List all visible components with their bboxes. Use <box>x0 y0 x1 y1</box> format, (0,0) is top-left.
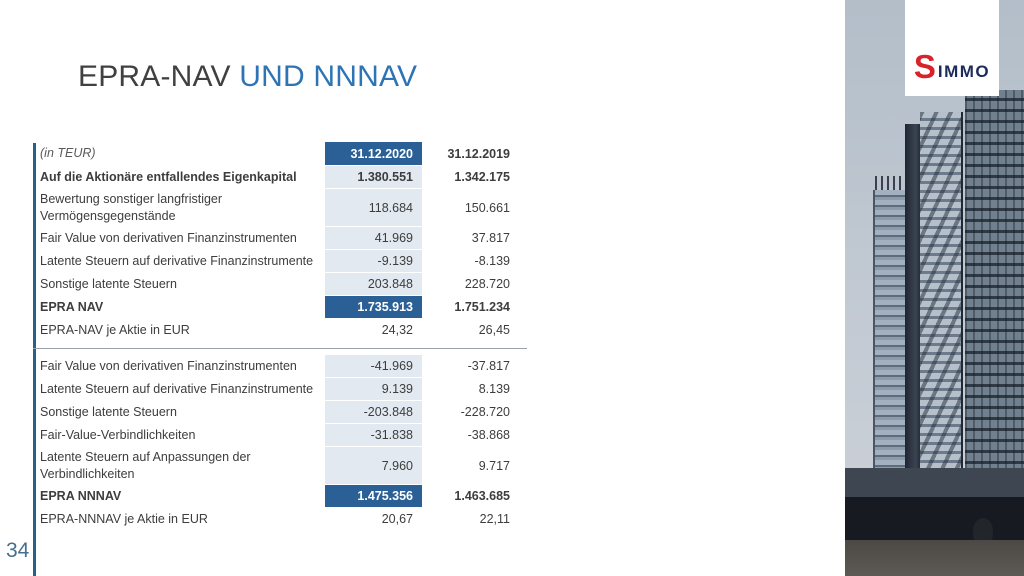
row-label: Latente Steuern auf Anpassungen der Verb… <box>40 450 251 481</box>
unit-label: (in TEUR) <box>40 146 96 161</box>
value-2020: 203.848 <box>325 273 422 295</box>
table-row: EPRA-NNNAV je Aktie in EUR 20,67 22,11 <box>40 508 527 531</box>
value-2020: 7.960 <box>325 447 422 484</box>
table-row: Fair Value von derivativen Finanzinstrum… <box>40 227 527 250</box>
value-2020: 1.735.913 <box>325 296 422 318</box>
table-row: Latente Steuern auf derivative Finanzins… <box>40 378 527 401</box>
value-2020: 41.969 <box>325 227 422 249</box>
section-divider <box>33 348 527 349</box>
table-header-row: (in TEUR) 31.12.2020 31.12.2019 <box>40 142 527 166</box>
table-body: Auf die Aktionäre entfallendes Eigenkapi… <box>33 166 527 531</box>
value-2019: 8.139 <box>478 382 510 396</box>
building-tower-right <box>965 90 1024 540</box>
table-row: Latente Steuern auf derivative Finanzins… <box>40 250 527 273</box>
left-accent-line <box>33 143 36 576</box>
value-2019: 1.342.175 <box>454 170 510 184</box>
row-label: EPRA NAV <box>40 299 104 314</box>
value-2020: 20,67 <box>381 512 413 526</box>
row-label: Bewertung sonstiger langfristiger Vermög… <box>40 192 223 223</box>
value-2020: 24,32 <box>381 323 413 337</box>
value-2019: -8.139 <box>474 254 510 268</box>
tree-silhouette <box>973 518 993 544</box>
value-2019: 228.720 <box>464 277 510 291</box>
value-2019: 37.817 <box>471 231 510 245</box>
row-label: Sonstige latente Steuern <box>40 404 177 419</box>
value-2019: 1.751.234 <box>454 300 510 314</box>
row-label: Fair Value von derivativen Finanzinstrum… <box>40 230 297 245</box>
title-part-gray: EPRA-NAV <box>78 60 240 93</box>
table-row: EPRA NAV 1.735.913 1.751.234 <box>40 296 527 319</box>
value-2019: 22,11 <box>479 512 510 526</box>
column-header-2019: 31.12.2019 <box>447 146 510 161</box>
row-label: Sonstige latente Steuern <box>40 276 177 291</box>
value-2019: -228.720 <box>460 405 510 419</box>
value-2020: -9.139 <box>325 250 422 272</box>
simmo-logo-text: IMMO <box>937 62 991 81</box>
table-row: Fair-Value-Verbindlichkeiten -31.838 -38.8… <box>40 424 527 447</box>
table-row: EPRA-NAV je Aktie in EUR 24,32 26,45 <box>40 319 527 342</box>
column-header-2020: 31.12.2020 <box>325 142 422 165</box>
table-row: Latente Steuern auf Anpassungen der Verb… <box>40 447 527 485</box>
value-2019: 1.463.685 <box>454 489 510 503</box>
table-row: EPRA NNNAV 1.475.356 1.463.685 <box>40 485 527 508</box>
row-label: EPRA-NAV je Aktie in EUR <box>40 322 190 337</box>
row-label: Auf die Aktionäre entfallendes Eigenkapi… <box>40 169 297 184</box>
row-label: Latente Steuern auf derivative Finanzins… <box>40 253 314 268</box>
table-row: Auf die Aktionäre entfallendes Eigenkapi… <box>40 166 527 189</box>
table-row: Sonstige latente Steuern 203.848 228.720 <box>40 273 527 296</box>
value-2019: 9.717 <box>478 458 510 473</box>
simmo-logo: S IMMO <box>905 0 999 96</box>
value-2019: 150.661 <box>464 200 510 215</box>
epra-nav-table: (in TEUR) 31.12.2020 31.12.2019 Auf die … <box>33 142 527 531</box>
title-part-blue: UND NNNAV <box>239 60 418 93</box>
row-label: Fair-Value-Verbindlichkeiten <box>40 427 196 442</box>
row-label: Latente Steuern auf derivative Finanzins… <box>40 381 314 396</box>
value-2020: -41.969 <box>325 355 422 377</box>
value-2020: 9.139 <box>325 378 422 400</box>
building-base <box>845 468 1024 540</box>
building-photo <box>845 0 1024 576</box>
building-core <box>905 124 920 540</box>
value-2020: 118.684 <box>325 189 422 226</box>
row-label: Fair Value von derivativen Finanzinstrum… <box>40 358 297 373</box>
page-number: 34 <box>6 539 30 562</box>
row-label: EPRA NNNAV <box>40 488 122 503</box>
value-2019: -38.868 <box>467 428 510 442</box>
table-row: Sonstige latente Steuern -203.848 -228.720 <box>40 401 527 424</box>
table-row: Fair Value von derivativen Finanzinstrum… <box>40 355 527 378</box>
value-2020: -203.848 <box>325 401 422 423</box>
row-label: EPRA-NNNAV je Aktie in EUR <box>40 511 208 526</box>
value-2020: 1.380.551 <box>325 166 422 188</box>
value-2019: -37.817 <box>467 359 510 373</box>
value-2020: 1.475.356 <box>325 485 422 507</box>
value-2019: 26,45 <box>478 323 510 337</box>
simmo-logo-s-icon: S <box>913 47 936 85</box>
slide-title: EPRA-NAV UND NNNAV <box>78 60 417 94</box>
street-pavement <box>845 540 1024 576</box>
value-2020: -31.838 <box>325 424 422 446</box>
rooftop-antenna <box>875 176 905 190</box>
table-row: Bewertung sonstiger langfristiger Vermög… <box>40 189 527 227</box>
